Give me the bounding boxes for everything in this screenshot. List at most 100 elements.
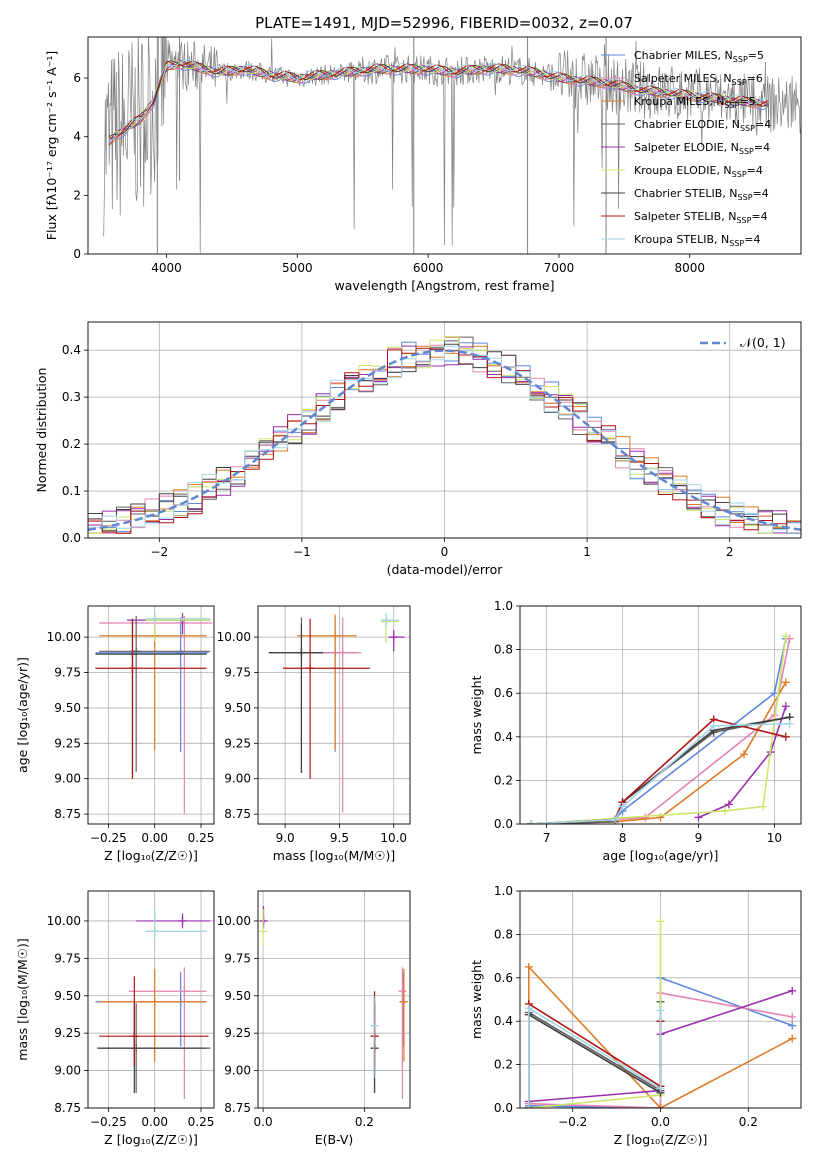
legend-series-name: Kroupa ELODIE (634, 164, 716, 177)
data-point-marker (150, 997, 159, 1006)
y-tick-label: 9.50 (224, 989, 251, 1003)
legend-nssp-subscript: SSP (733, 55, 748, 64)
legend-nssp-eq: = (751, 210, 760, 223)
x-tick-label: 0.00 (141, 1115, 168, 1129)
mass-weight-marker (785, 719, 794, 728)
x-axis-label: Z [log₁₀(Z/Z☉)] (104, 1132, 198, 1147)
y-tick-label: 0.4 (494, 730, 513, 744)
x-tick-label: 6000 (413, 261, 444, 275)
mass_weight_vs_age-axes: 7 8 9 10 0.0 0.2 0.4 0.6 0.8 1.0 age [log₁₀(age/yr… (469, 599, 801, 863)
x-tick-label: 7000 (544, 261, 575, 275)
spectrum-frame (87, 36, 802, 255)
legend-nssp-eq: = (753, 187, 762, 200)
y-tick-label: 0.2 (494, 1058, 513, 1072)
residuals-frame (87, 321, 802, 539)
mass-weight-marker (656, 1104, 665, 1108)
y-tick-label: 9.75 (224, 951, 251, 965)
age_vs_z-axes: −0.25 0.00 0.25 8.75 9.00 9.25 9.50 9.75 10.00 Z … (15, 606, 214, 863)
x-tick-label: 0.0 (651, 1115, 670, 1129)
x-tick-label: 0.00 (141, 831, 168, 845)
data-point-marker (259, 927, 268, 936)
legend-nssp-value: 4 (761, 210, 768, 223)
legend-nssp-subscript: SSP (739, 147, 754, 156)
mass-weight-line (528, 921, 662, 1108)
x-axis-label: Z [log₁₀(Z/Z☉)] (104, 848, 198, 863)
mass-weight-marker (656, 917, 665, 926)
residuals-axes: −2 −1 0 1 2 0.0 0.1 0.2 0.3 0.4 (data-model)/error… (34, 322, 801, 577)
mass-weight-marker (724, 800, 733, 809)
y-tick-label: 0.4 (494, 1014, 513, 1028)
y-tick-label: 9.25 (224, 1026, 251, 1040)
x-tick-label: 7 (543, 831, 551, 845)
mass-weight-marker (641, 813, 650, 822)
x-tick-label: 0.2 (739, 1115, 758, 1129)
mass-weight-marker (618, 802, 627, 811)
mass-weight-marker (781, 702, 790, 711)
y-tick-label: 8.75 (54, 1101, 81, 1115)
observed-spectrum-line (103, 37, 801, 253)
legend-nssp-label: , N (716, 164, 731, 177)
x-axis-label: mass [log₁₀(M/M☉)] (273, 848, 395, 863)
y-tick-label: 9.50 (224, 701, 251, 715)
y-tick-label: 8.75 (54, 807, 81, 821)
age_vs_z-frame (87, 605, 215, 825)
mass-weight-marker (524, 1104, 533, 1108)
y-tick-label: 8.75 (224, 1101, 251, 1115)
legend-entry: Chabrier ELODIE, NSSP=4 (634, 118, 771, 133)
x-tick-label: −0.25 (90, 1115, 127, 1129)
y-tick-label: 0.2 (62, 437, 81, 451)
x-tick-label: 8 (619, 831, 627, 845)
mass-weight-marker (721, 806, 730, 815)
mass-weight-marker (656, 1084, 665, 1093)
legend-nssp-subscript: SSP (724, 101, 739, 110)
mass_weight_vs_age-frame (519, 605, 802, 825)
figure-title: PLATE=1491, MJD=52996, FIBERID=0032, z=0… (255, 14, 633, 32)
x-tick-label: 9.0 (276, 831, 295, 845)
y-tick-label: 9.00 (224, 772, 251, 786)
legend-nssp-label: , N (725, 118, 740, 131)
legend-nssp-subscript: SSP (738, 193, 753, 202)
legend-nssp-eq: = (747, 164, 756, 177)
legend-series-name: Chabrier MILES (634, 49, 718, 62)
mass-weight-marker (781, 678, 790, 687)
y-tick-label: 0.8 (494, 643, 513, 657)
legend-entry: Salpeter ELODIE, NSSP=4 (634, 141, 770, 156)
x-tick-label: −0.2 (558, 1115, 587, 1129)
y-tick-label: 2 (73, 188, 81, 202)
data-point-marker (297, 648, 306, 657)
y-tick-label: 8.75 (224, 807, 251, 821)
data-point-marker (331, 631, 340, 640)
legend-entry: Kroupa STELIB, NSSP=4 (634, 233, 760, 248)
data-point-marker (180, 987, 189, 996)
mass-weight-marker (524, 1004, 533, 1013)
data-point-marker (382, 616, 391, 625)
legend-nssp-label: , N (709, 95, 724, 108)
mass-weight-marker (709, 721, 718, 730)
y-tick-label: 1.0 (494, 884, 513, 898)
legend-nssp-label: , N (721, 210, 736, 223)
legend-series-name: Salpeter STELIB (634, 210, 721, 223)
legend-nssp-subscript: SSP (729, 239, 744, 248)
data-point-marker (130, 1032, 139, 1041)
age_vs_mass-axes: 9.0 9.5 10.0 8.75 9.00 9.25 9.50 9.75 10.00 mass … (217, 606, 410, 863)
mass-weight-marker (740, 750, 749, 759)
mass-weight-line (531, 638, 787, 824)
mass_weight_vs_z-frame (519, 890, 802, 1109)
x-tick-label: −1 (293, 545, 311, 559)
mass-weight-marker (781, 632, 790, 641)
y-tick-label: 10.00 (217, 630, 251, 644)
y-tick-label: 10.00 (47, 630, 81, 644)
mass-weight-line (531, 722, 790, 824)
x-tick-label: −0.25 (90, 831, 127, 845)
legend-nssp-value: 4 (763, 141, 770, 154)
mass_vs_z-axes: −0.25 0.00 0.25 8.75 9.00 9.25 9.50 9.75 10.00 Z … (15, 891, 214, 1147)
legend-entry: Salpeter MILES, NSSP=6 (634, 72, 763, 87)
x-tick-label: 10 (767, 831, 782, 845)
mass-weight-line (531, 681, 787, 824)
residuals-plot-area (88, 336, 801, 534)
legend-series-name: Chabrier STELIB (634, 187, 722, 200)
y-tick-label: 9.00 (54, 1064, 81, 1078)
x-tick-label: 0 (441, 545, 449, 559)
y-tick-label: 4 (73, 130, 81, 144)
